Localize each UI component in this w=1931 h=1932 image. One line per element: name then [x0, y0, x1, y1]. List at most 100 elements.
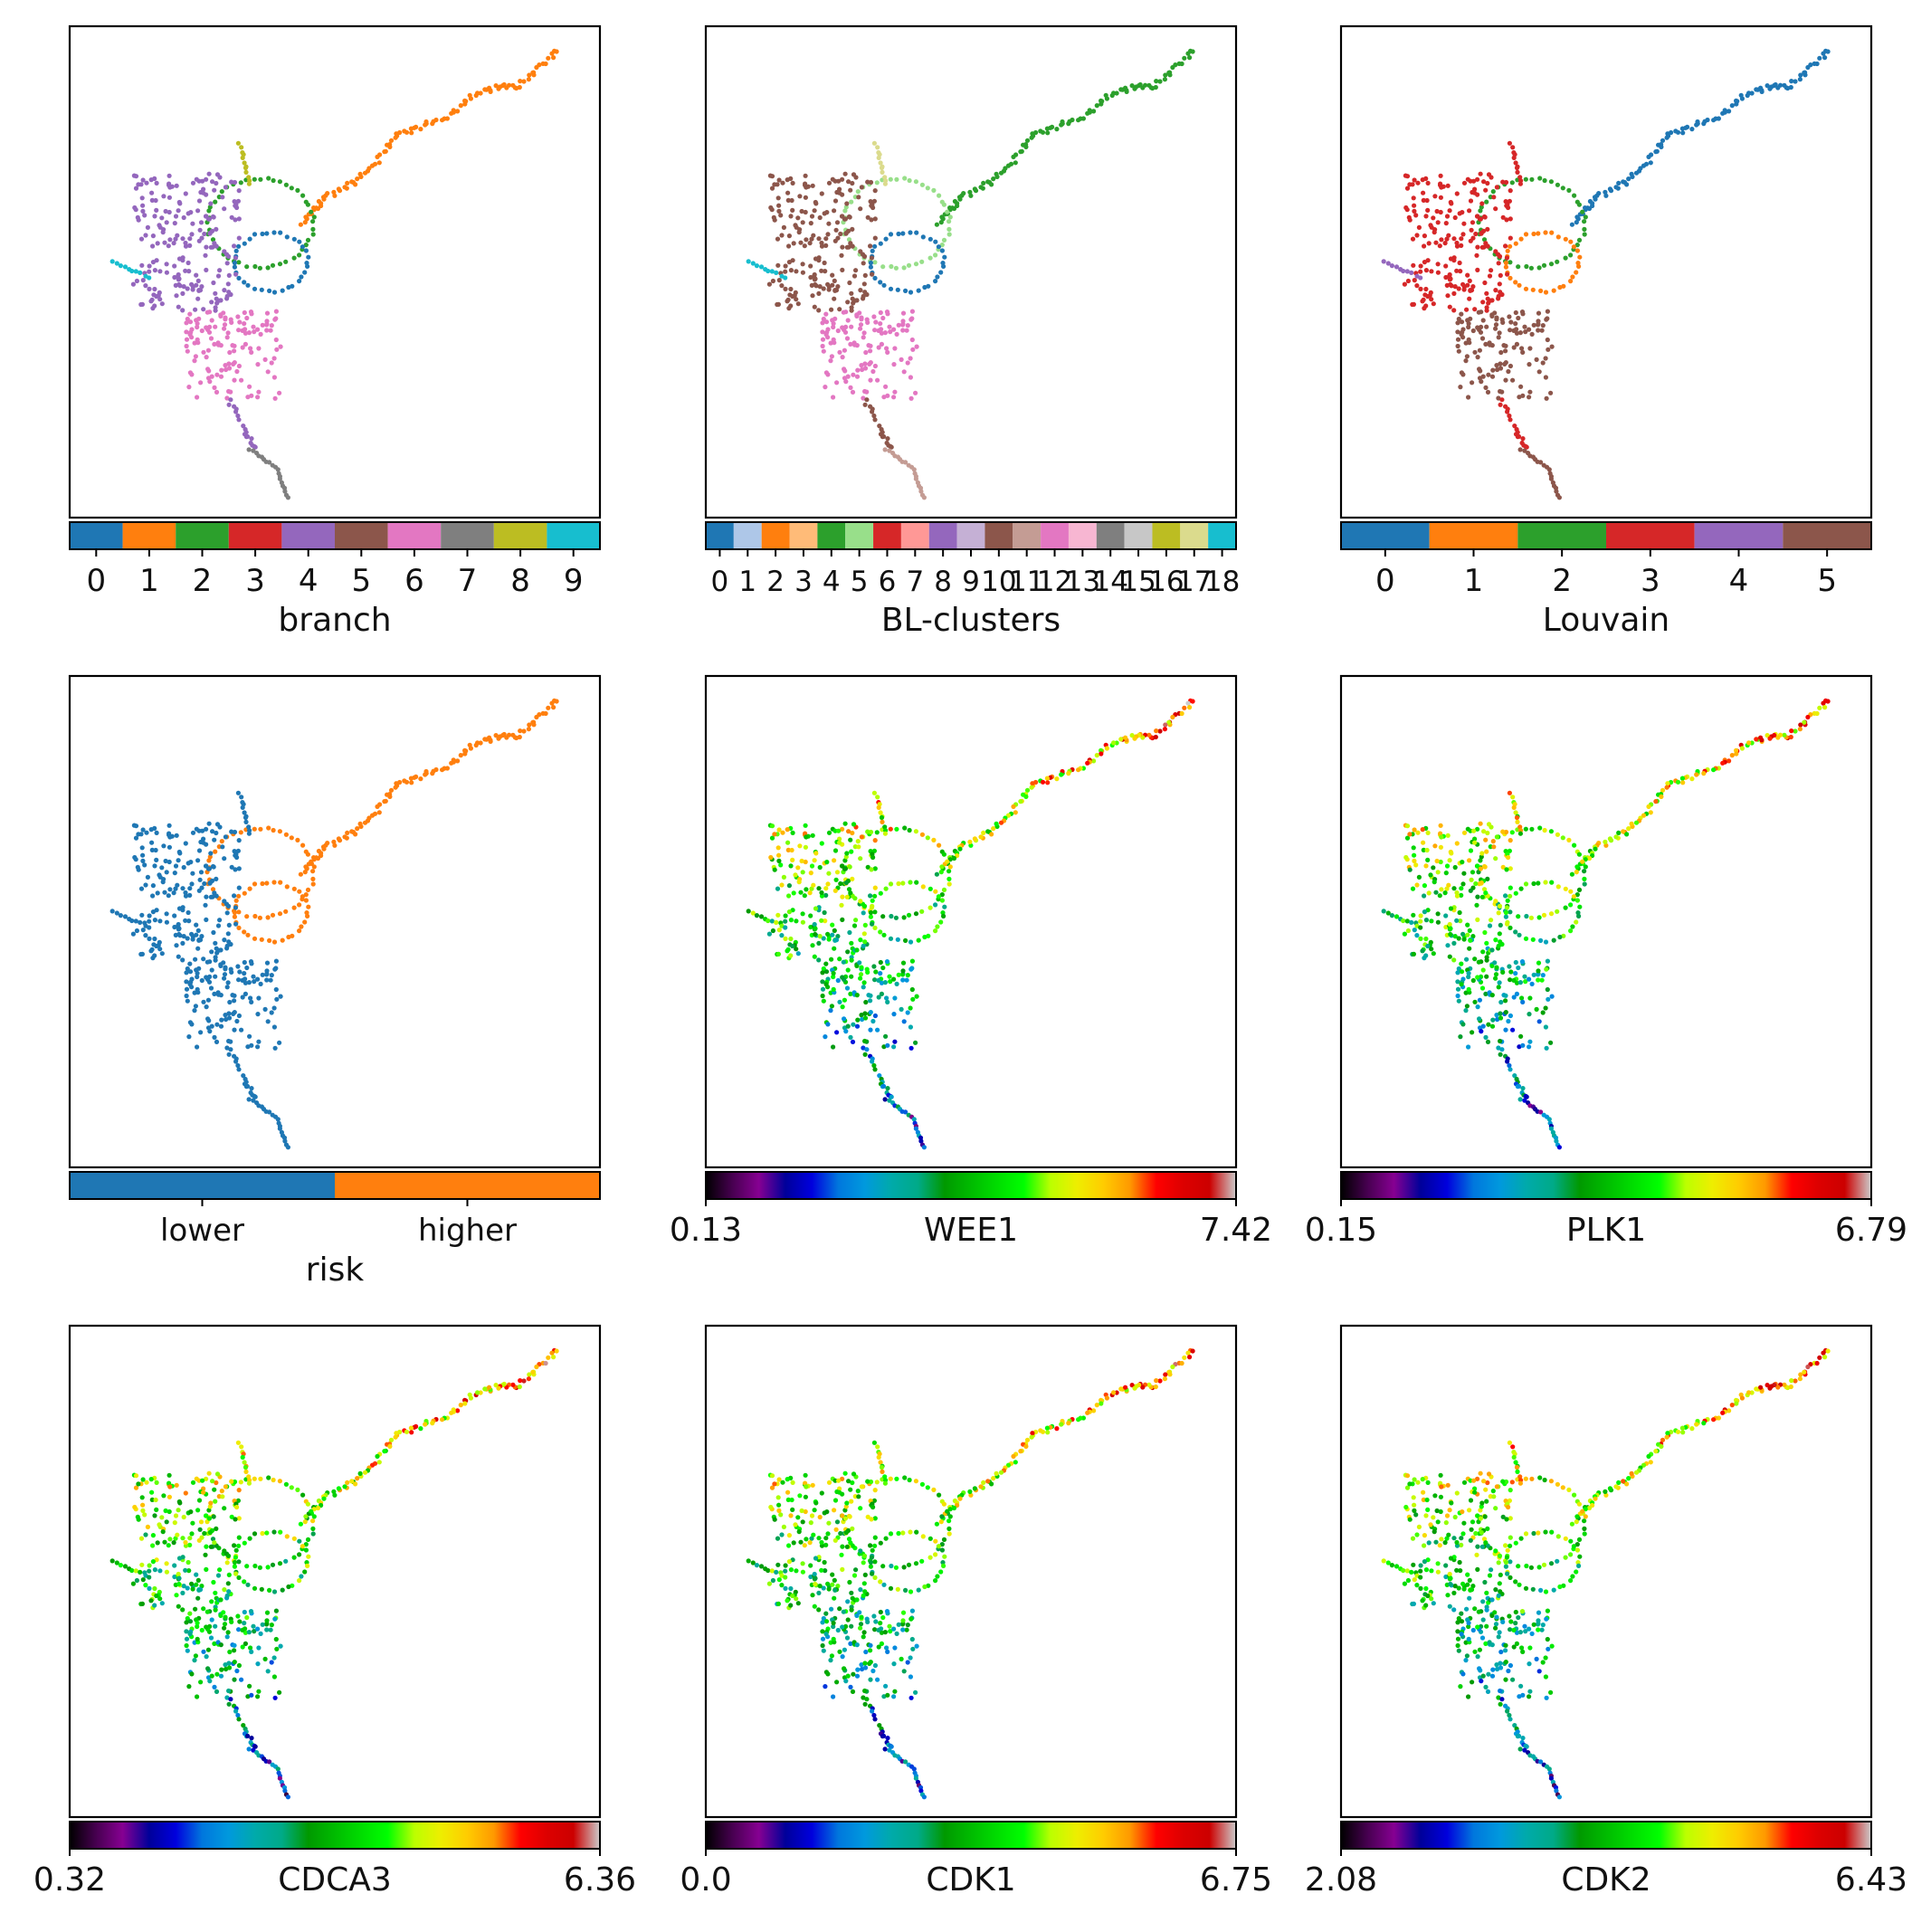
colorbar-swatch — [1208, 522, 1236, 549]
scatter-point — [800, 911, 805, 917]
scatter-point — [914, 994, 919, 999]
scatter-point — [981, 180, 986, 186]
scatter-point — [1566, 187, 1572, 193]
scatter-point — [796, 1529, 802, 1535]
scatter-point — [864, 1047, 870, 1052]
scatter-point — [1513, 241, 1518, 246]
scatter-point — [941, 237, 947, 243]
scatter-point — [795, 215, 801, 221]
scatter-point — [209, 1673, 214, 1679]
scatter-point — [1563, 905, 1568, 910]
scatter-point — [849, 308, 854, 313]
scatter-point — [821, 1648, 826, 1653]
scatter-point — [1481, 829, 1487, 834]
scatter-point — [1407, 832, 1413, 837]
scatter-point — [840, 1476, 845, 1481]
scatter-point — [1411, 951, 1416, 956]
scatter-point — [240, 995, 245, 1000]
scatter-point — [382, 1449, 387, 1454]
colorbar-tick-label: 1 — [738, 566, 756, 598]
scatter-point — [909, 337, 915, 343]
scatter-point — [300, 894, 305, 899]
scatter-point — [1571, 244, 1576, 250]
scatter-point — [846, 1479, 851, 1484]
scatter-point — [189, 372, 195, 377]
scatter-point — [1513, 971, 1518, 976]
scatter-point — [209, 1617, 214, 1623]
scatter-point — [147, 286, 152, 291]
scatter-point — [991, 1476, 996, 1481]
scatter-point — [1459, 961, 1464, 966]
scatter-point — [1475, 244, 1480, 250]
scatter-point — [218, 1597, 224, 1603]
scatter-point — [233, 248, 239, 253]
scatter-point — [1460, 881, 1466, 887]
scatter-point — [812, 304, 817, 309]
scatter-point — [196, 888, 202, 893]
scatter-point — [1507, 790, 1512, 795]
colorbar-tick-label: 1 — [1464, 563, 1484, 599]
scatter-point — [858, 937, 863, 943]
scatter-point — [946, 876, 952, 882]
scatter-point — [872, 1575, 878, 1580]
scatter-point — [1543, 375, 1548, 380]
scatter-point — [218, 1673, 224, 1679]
scatter-point — [404, 129, 410, 135]
scatter-point — [895, 287, 900, 292]
scatter-point — [813, 201, 819, 206]
scatter-point — [224, 1593, 230, 1598]
scatter-point — [1557, 284, 1563, 290]
scatter-point — [855, 189, 861, 195]
scatter-point — [775, 1601, 782, 1606]
scatter-point — [1508, 363, 1513, 369]
scatter-point — [1551, 937, 1556, 943]
scatter-point — [277, 390, 282, 395]
scatter-point — [148, 1598, 154, 1604]
scatter-point — [258, 981, 263, 986]
scatter-point — [159, 215, 165, 221]
scatter-point — [879, 980, 885, 985]
scatter-point — [769, 1485, 775, 1490]
scatter-point — [298, 222, 303, 227]
colorbar-max-label: 6.36 — [564, 1861, 636, 1899]
scatter-point — [232, 998, 237, 1004]
scatter-point — [1798, 1372, 1803, 1377]
scatter-point — [921, 1794, 927, 1800]
colorbar-tick-label: 8 — [934, 566, 952, 598]
scatter-point — [1646, 154, 1651, 159]
scatter-point — [162, 240, 167, 245]
colorbar-tick-label: 2 — [766, 566, 785, 598]
scatter-point — [376, 810, 382, 815]
scatter-point — [978, 834, 984, 840]
scatter-point — [167, 1537, 173, 1542]
scatter-point — [939, 214, 945, 220]
scatter-point — [1479, 894, 1485, 899]
scatter-point — [244, 1083, 251, 1089]
scatter-point — [780, 180, 785, 186]
scatter-point — [1508, 216, 1513, 222]
scatter-point — [1423, 214, 1429, 219]
scatter-point — [1711, 118, 1717, 123]
scatter-point — [310, 876, 316, 882]
scatter-point — [207, 230, 213, 236]
scatter-point — [891, 1694, 897, 1699]
scatter-point — [148, 1477, 154, 1482]
scatter-point — [1442, 241, 1448, 246]
scatter-point — [874, 830, 880, 835]
scatter-point — [176, 1604, 181, 1609]
scatter-point — [776, 858, 782, 864]
colorbar-tick-label: 6 — [879, 566, 897, 598]
scatter-point — [278, 344, 283, 349]
scatter-point — [823, 1536, 829, 1541]
scatter-point — [922, 1584, 927, 1590]
scatter-point — [1404, 823, 1411, 829]
scatter-point — [212, 385, 217, 390]
scatter-point — [1498, 999, 1504, 1005]
scatter-point — [1543, 1024, 1548, 1030]
scatter-point — [846, 179, 851, 185]
scatter-point — [914, 1643, 919, 1649]
scatter-point — [786, 893, 792, 899]
scatter-point — [908, 375, 914, 380]
scatter-point — [517, 1384, 522, 1390]
scatter-point — [1409, 919, 1414, 926]
